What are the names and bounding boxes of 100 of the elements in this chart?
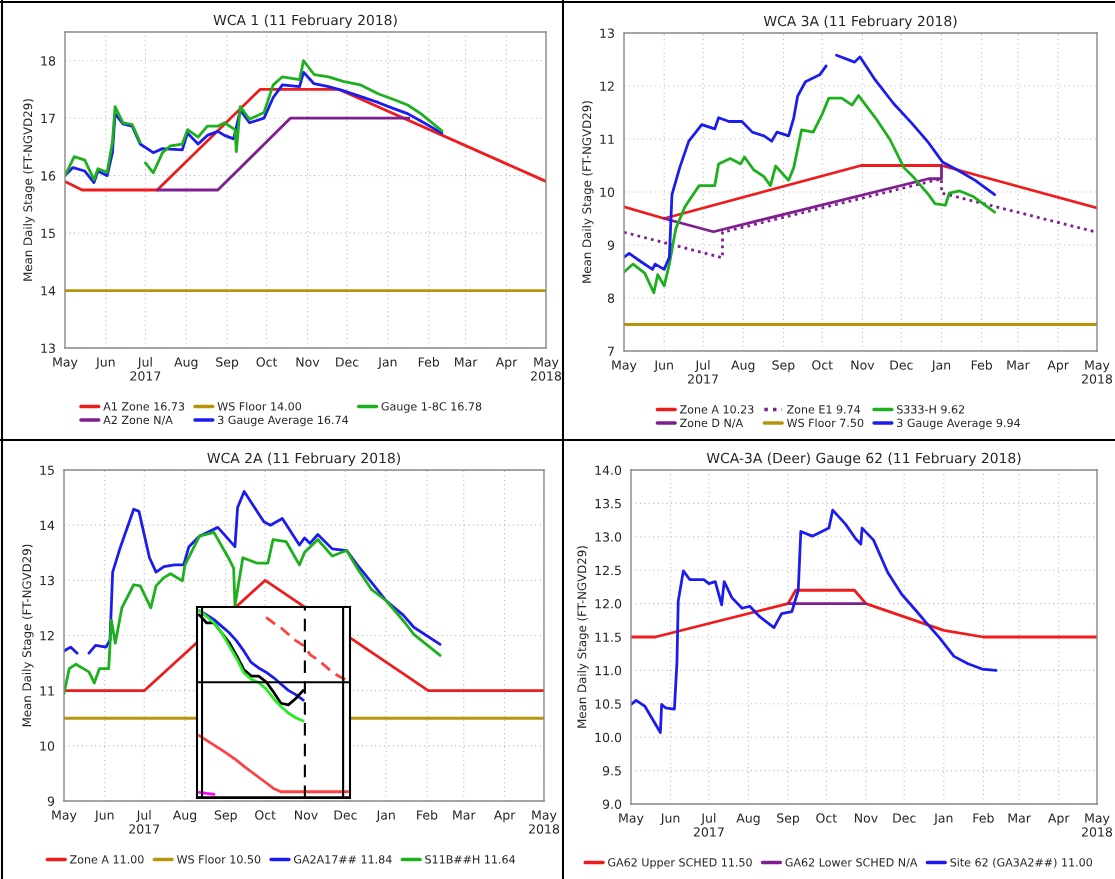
y-tick-label: 12 [600,81,614,91]
y-tick-label: 13 [600,28,614,38]
x-tick-label: Mar [1008,813,1031,823]
y-tick-label: 11 [600,134,614,144]
x-tick-label: Nov [851,360,875,370]
x-tick-label: Jun [95,357,115,370]
legend-label: Site 62 (GA3A2##) 11.00 [950,857,1093,868]
y-tick-label: 14 [40,520,55,530]
legend-label: S333-H 9.62 [897,405,965,414]
y-tick-label: 13.5 [595,498,621,509]
y-tick-label: 15 [41,228,55,239]
x-tick-label: May 2018 [1082,813,1113,837]
x-tick-label: Sep [214,810,237,823]
legend-label: A2 Zone N/A [103,415,173,425]
legend-label: WS Floor 10.50 [176,854,261,864]
x-tick-label: Jan [933,813,953,826]
x-tick-label: Aug [172,810,197,823]
y-tick-label: 17 [41,113,55,123]
line-series [624,94,997,295]
y-tick-label: 11 [40,686,54,696]
line-series [624,164,1097,220]
x-tick-label: May 2018 [531,357,562,381]
chart-title: WCA 2A (11 February 2018) [207,452,400,466]
y-axis-title: Mean Daily Stage (FT-NGVD29) [22,544,34,727]
legend-label: A1 Zone 16.73 [103,402,185,411]
chart-title: WCA 1 (11 February 2018) [213,14,397,28]
x-tick-label: Mar [1007,360,1030,370]
y-tick-label: 12.5 [595,565,621,576]
legend-label: Zone A 10.23 [680,405,754,414]
legend-label: Zone D N/A [680,418,744,428]
x-tick-label: Dec [893,813,916,823]
x-tick-label: Aug [731,360,755,373]
x-tick-label: Dec [336,357,359,367]
y-tick-label: 7 [608,346,614,356]
y-axis-title: Mean Daily Stage (FT-NGVD29) [23,99,35,281]
x-tick-label: May 2018 [529,810,560,834]
x-tick-label: Jul 2017 [130,357,161,381]
x-tick-label: May 2018 [1082,360,1113,384]
x-tick-label: Dec [890,360,913,370]
x-tick-label: Nov [296,357,320,367]
legend-label: WS Floor 14.00 [217,401,302,411]
x-tick-label: Aug [174,357,198,370]
x-tick-label: Apr [1047,813,1070,826]
y-tick-label: 18 [41,56,56,66]
x-tick-label: Oct [812,360,833,370]
legend-label: GA62 Upper SCHED 11.50 [608,858,752,869]
legend-label: 3 Gauge Average 9.94 [897,418,1021,430]
x-tick-label: Apr [1047,360,1069,373]
y-tick-label: 10 [600,187,615,197]
legend-label: Gauge 1-8C 16.78 [381,402,482,413]
y-tick-label: 9.0 [602,799,622,809]
x-tick-label: Sep [216,357,239,370]
x-tick-label: Nov [295,810,318,820]
x-tick-label: Apr [493,810,516,823]
y-tick-label: 13 [40,575,54,586]
x-tick-label: Feb [971,360,993,370]
chart-title: WCA-3A (Deer) Gauge 62 (11 February 2018) [706,452,1021,466]
x-tick-label: Feb [418,357,440,367]
x-tick-label: Jul 2017 [693,813,724,837]
x-tick-label: Oct [256,357,278,367]
x-tick-label: Feb [417,810,438,820]
legend-label: GA62 Lower SCHED N/A [785,858,918,868]
y-tick-label: 14.0 [595,465,622,475]
x-tick-label: Apr [495,357,518,370]
x-tick-label: May [52,810,77,823]
x-tick-label: Oct [255,810,276,820]
legend-label: 3 Gauge Average 16.74 [218,415,349,427]
legend-label: Zone E1 9.74 [787,405,861,414]
x-tick-label: Jun [653,360,673,373]
chart-title: WCA 3A (11 February 2018) [763,15,957,29]
legend-label: WS Floor 7.50 [786,418,864,428]
y-tick-label: 12.0 [595,599,622,609]
y-tick-label: 15 [40,465,54,475]
x-tick-label: Mar [453,810,476,820]
legend-label: GA2A17## 11.84 [293,855,392,864]
x-tick-label: Dec [334,810,357,820]
legend-label: Zone A 11.00 [70,855,144,864]
y-tick-label: 11.5 [595,632,621,642]
y-tick-label: 12 [40,630,54,641]
x-tick-label: Jan [931,360,951,373]
x-tick-label: Sep [777,813,800,826]
y-axis-title: Mean Daily Stage (FT-NGVD29) [577,546,589,728]
x-tick-label: Oct [816,813,837,823]
y-tick-label: 14 [41,286,56,296]
x-tick-label: Aug [736,813,760,826]
x-tick-label: Feb [973,813,994,823]
x-tick-label: Mar [455,357,478,367]
y-tick-label: 11.0 [595,665,622,676]
legend-label: S11B##H 11.64 [425,855,516,864]
x-tick-label: May [612,360,637,373]
y-tick-label: 10.0 [595,732,622,743]
line-series [631,508,998,734]
x-tick-label: Jun [660,813,680,826]
y-axis-title: Mean Daily Stage (FT-NGVD29) [582,101,594,283]
y-tick-label: 13.0 [595,532,622,542]
x-tick-label: Sep [772,360,795,373]
y-tick-label: 16 [41,171,56,181]
y-tick-label: 9 [607,240,615,250]
y-tick-label: 10.5 [595,699,621,709]
y-tick-label: 13 [41,343,55,353]
